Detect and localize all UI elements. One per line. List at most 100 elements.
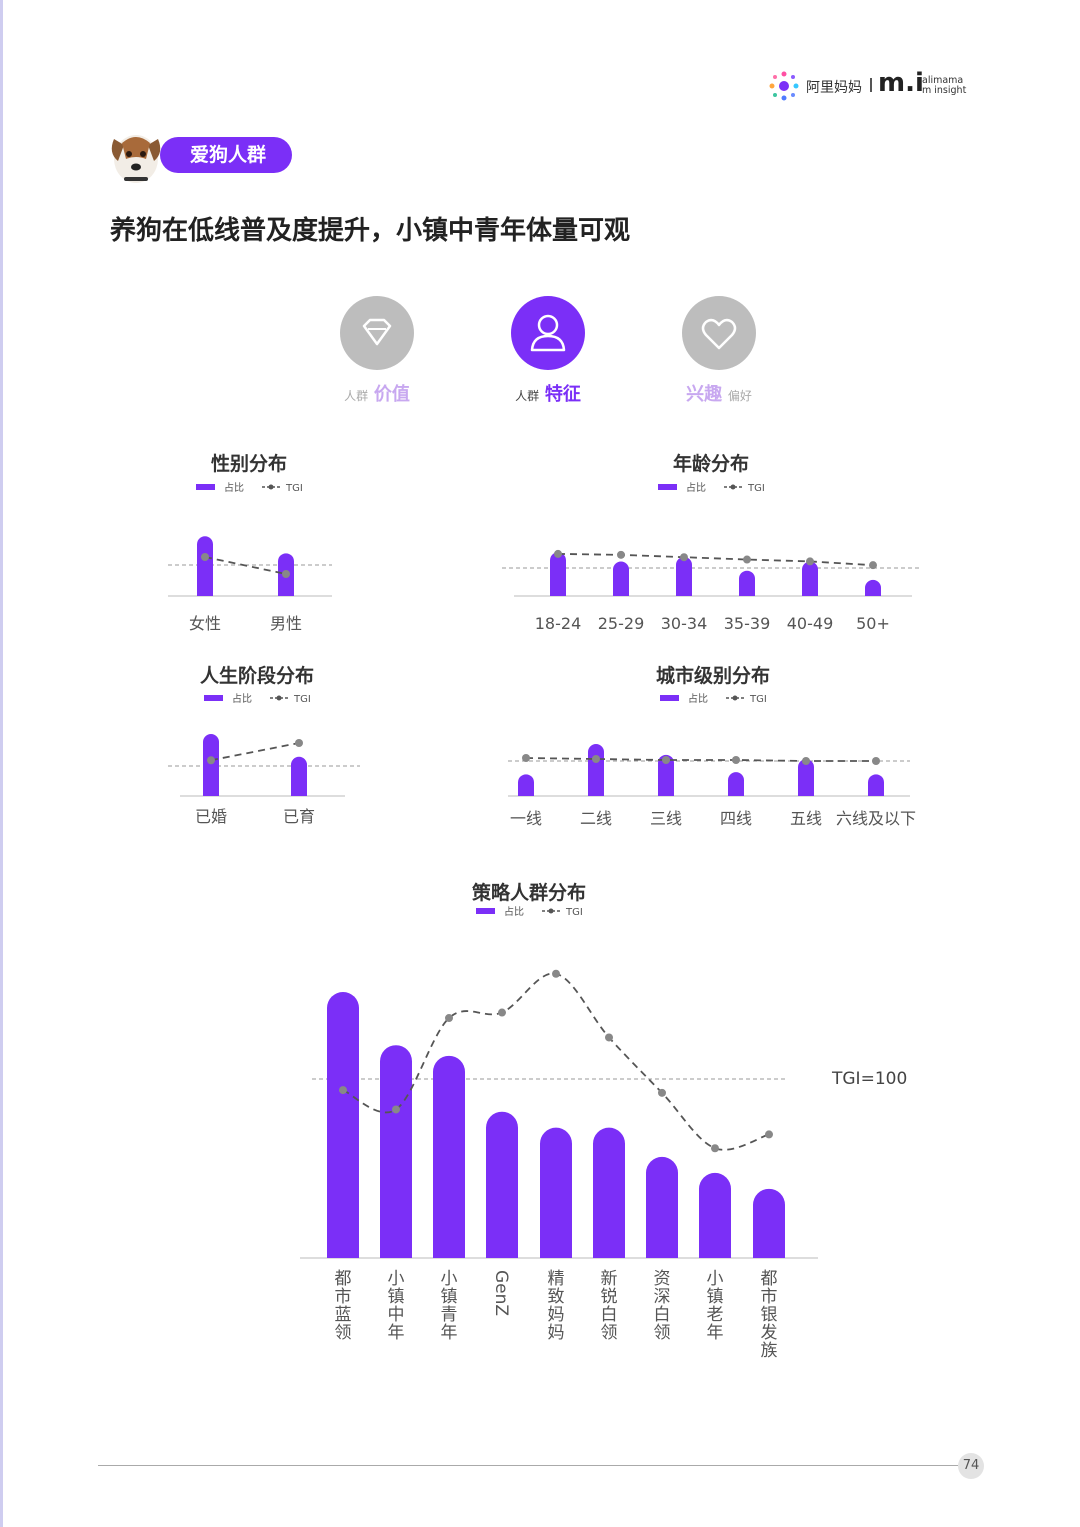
x-tick-label: 25-29 bbox=[598, 614, 645, 633]
x-tick-label: 小镇青年 bbox=[441, 1269, 458, 1343]
category-value-circle[interactable] bbox=[340, 296, 414, 370]
bar bbox=[865, 579, 881, 596]
x-tick-label: 六线及以下 bbox=[836, 809, 916, 828]
x-tick-label: 资深白领 bbox=[654, 1269, 671, 1343]
brand-logo: 阿里妈妈 m.i alimama m insight bbox=[766, 68, 976, 104]
category-value-big: 价值 bbox=[373, 384, 410, 405]
legend-bar-swatch bbox=[204, 695, 223, 701]
legend-bar-label: 占比 bbox=[686, 481, 706, 494]
x-tick-label: 三线 bbox=[650, 809, 682, 828]
legend-line-marker bbox=[730, 484, 736, 490]
x-tick-label: 女性 bbox=[189, 614, 221, 633]
legend-line-marker bbox=[548, 908, 554, 914]
chart-title: 性别分布 bbox=[211, 452, 287, 475]
chart-title: 人生阶段分布 bbox=[200, 664, 314, 687]
tgi-point bbox=[392, 1105, 400, 1114]
brand-name: 阿里妈妈 bbox=[806, 80, 862, 96]
tgi-point bbox=[522, 754, 530, 762]
legend-line-label: TGI bbox=[747, 483, 765, 494]
mi-brand-text: alimama m insight bbox=[922, 76, 966, 96]
heart-icon bbox=[701, 318, 737, 350]
category-trait-small: 人群 bbox=[515, 389, 540, 403]
bar bbox=[518, 774, 534, 796]
bar bbox=[203, 734, 219, 796]
mi-mark: m.i bbox=[878, 68, 924, 98]
legend-line-label: TGI bbox=[293, 694, 311, 705]
x-tick-label: GenZ bbox=[491, 1270, 511, 1316]
category-interest-label[interactable]: 兴趣 偏好 bbox=[649, 380, 789, 405]
x-tick-label: 新锐白领 bbox=[601, 1269, 618, 1343]
page-title: 养狗在低线普及度提升，小镇中青年体量可观 bbox=[110, 216, 631, 246]
category-value-small: 人群 bbox=[344, 389, 369, 403]
x-tick-label: 男性 bbox=[270, 614, 302, 633]
tgi-point bbox=[743, 555, 751, 564]
legend-bar-swatch bbox=[196, 484, 215, 490]
category-trait-circle[interactable] bbox=[511, 296, 585, 370]
tgi-point bbox=[869, 561, 877, 570]
bar bbox=[550, 552, 566, 596]
legend-line-marker bbox=[268, 484, 274, 490]
tgi-point bbox=[339, 1086, 347, 1095]
tgi-point bbox=[658, 1088, 666, 1097]
x-tick-label: 四线 bbox=[720, 809, 752, 828]
bar bbox=[613, 561, 629, 596]
chart-title: 策略人群分布 bbox=[472, 881, 586, 904]
bar bbox=[753, 1188, 785, 1258]
legend-bar-label: 占比 bbox=[688, 692, 708, 705]
legend-bar-label: 占比 bbox=[504, 905, 524, 918]
tgi-point bbox=[617, 550, 625, 559]
chart-legend: 占比 TGI bbox=[660, 692, 767, 705]
tgi-line bbox=[210, 742, 300, 762]
tgi-point bbox=[207, 756, 215, 765]
x-tick-label: 一线 bbox=[510, 809, 542, 828]
legend-bar-swatch bbox=[658, 484, 677, 490]
legend-line-marker bbox=[276, 695, 282, 701]
bar bbox=[593, 1127, 625, 1258]
x-tick-label: 五线 bbox=[790, 809, 822, 828]
bar bbox=[868, 774, 884, 796]
category-trait-label[interactable]: 人群 特征 bbox=[478, 380, 618, 405]
x-tick-label: 40-49 bbox=[787, 614, 834, 633]
x-tick-label: 精致妈妈 bbox=[548, 1269, 565, 1343]
tgi-point bbox=[765, 1130, 773, 1139]
brand-divider bbox=[870, 78, 872, 92]
category-value-label[interactable]: 人群 价值 bbox=[307, 380, 447, 405]
bar bbox=[658, 754, 674, 796]
x-tick-label: 小镇中年 bbox=[388, 1269, 405, 1343]
bar bbox=[197, 536, 213, 596]
chart-legend: 占比 TGI bbox=[658, 481, 765, 494]
category-trait-big: 特征 bbox=[544, 384, 581, 405]
category-interest-circle[interactable] bbox=[682, 296, 756, 370]
chart-legend: 占比 TGI bbox=[476, 905, 583, 918]
bar bbox=[676, 556, 692, 596]
legend-line-label: TGI bbox=[749, 694, 767, 705]
legend-line-label: TGI bbox=[285, 483, 303, 494]
tgi-point bbox=[605, 1033, 613, 1042]
tgi-point bbox=[802, 757, 810, 765]
tgi-point bbox=[592, 755, 600, 763]
tgi-point bbox=[872, 757, 880, 765]
alimama-logo-icon bbox=[769, 71, 799, 101]
bar bbox=[699, 1172, 731, 1258]
x-tick-label: 已婚 bbox=[195, 807, 227, 826]
bar bbox=[380, 1045, 412, 1258]
legend-line-label: TGI bbox=[565, 907, 583, 918]
tgi-point bbox=[806, 557, 814, 566]
bar bbox=[433, 1055, 465, 1258]
bar bbox=[739, 570, 755, 596]
tgi-point bbox=[282, 570, 290, 578]
diamond-icon bbox=[362, 318, 392, 346]
dog-avatar-icon bbox=[111, 135, 161, 183]
x-tick-label: 小镇老年 bbox=[707, 1269, 724, 1343]
x-tick-label: 二线 bbox=[580, 809, 612, 828]
tgi-reference-label: TGI=100 bbox=[831, 1069, 907, 1089]
tgi-point bbox=[711, 1144, 719, 1153]
tgi-point bbox=[201, 553, 209, 561]
chart-legend: 占比 TGI bbox=[204, 692, 311, 705]
legend-bar-label: 占比 bbox=[224, 481, 244, 494]
section-badge: 爱狗人群 bbox=[160, 137, 292, 173]
